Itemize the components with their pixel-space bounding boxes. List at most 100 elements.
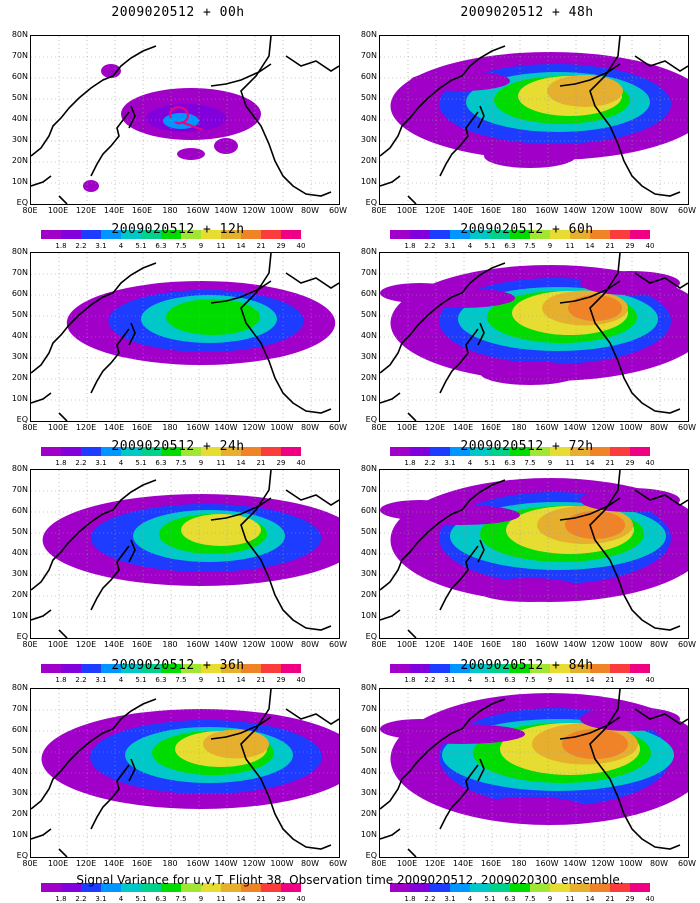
longitude-label: 120W	[242, 859, 266, 868]
latitude-label: 20N	[11, 809, 28, 818]
colorbar-label: 7.5	[524, 676, 536, 684]
coastline	[90, 111, 130, 177]
longitude-label: 120E	[75, 859, 97, 868]
colorbar-swatch	[61, 664, 81, 673]
coastline	[477, 105, 485, 129]
colorbar-swatch	[141, 447, 161, 456]
coastline	[58, 629, 68, 638]
longitude-label: 140W	[214, 206, 238, 215]
latitude-label: 10N	[360, 830, 377, 839]
longitude-label: 160E	[480, 859, 502, 868]
colorbar-label: 1.8	[404, 895, 416, 903]
colorbar-swatch	[221, 447, 241, 456]
map-frame	[379, 688, 689, 858]
colorbar-label: 5.1	[135, 895, 147, 903]
latitude-label: EQ	[365, 198, 377, 207]
panel-title: 2009020512 + 36h	[111, 658, 245, 673]
latitude-label: 60N	[360, 506, 377, 515]
colorbar-label: 4	[467, 459, 473, 467]
map-frame	[30, 469, 340, 639]
colorbar-swatch	[550, 230, 570, 239]
colorbar-swatch	[41, 664, 61, 673]
colorbar-label: 2.2	[75, 676, 87, 684]
map-panel: 2009020512 + 24h 80N 70N 60N 50N 40N 30N 20N 10N…	[8, 439, 348, 684]
map-frame	[30, 688, 340, 858]
colorbar-label: 6.3	[504, 242, 516, 250]
latitude-label: 70N	[11, 51, 28, 60]
colorbar-swatch	[410, 883, 430, 892]
colorbar-swatch	[281, 230, 301, 239]
latitude-label: 20N	[360, 590, 377, 599]
colorbar-swatch	[101, 447, 121, 456]
colorbar-label: 11	[216, 676, 226, 684]
latitude-label: 10N	[11, 394, 28, 403]
latitude-label: 20N	[360, 809, 377, 818]
latitude-label: 60N	[360, 289, 377, 298]
colorbar-swatch	[221, 230, 241, 239]
colorbar-label: 1.8	[404, 676, 416, 684]
latitude-label: 40N	[11, 767, 28, 776]
colorbar-label: 5.1	[484, 242, 496, 250]
colorbar-swatch	[121, 230, 141, 239]
longitude-label: 160W	[535, 859, 559, 868]
colorbar-label: 9	[198, 242, 204, 250]
colorbar-swatch	[281, 883, 301, 892]
colorbar-swatch	[590, 883, 610, 892]
colorbar-swatch	[41, 883, 61, 892]
colorbar-swatch	[450, 664, 470, 673]
longitude-label: 140W	[214, 640, 238, 649]
longitude-label: 120E	[424, 859, 446, 868]
latitude-label: 70N	[360, 268, 377, 277]
colorbar-label: 9	[198, 676, 204, 684]
latitude-label: 60N	[11, 72, 28, 81]
colorbar-swatch	[281, 447, 301, 456]
colorbar-swatch	[450, 230, 470, 239]
panel-title: 2009020512 + 84h	[460, 658, 594, 673]
colorbar-swatch	[121, 664, 141, 673]
map-panel: 2009020512 + 00h 80N 70N 60N 50N 40N 30N 20N 10N…	[8, 5, 348, 250]
colorbar-label: 2.2	[424, 459, 436, 467]
colorbar-swatch	[570, 230, 590, 239]
coastline	[380, 609, 401, 621]
colorbar-swatch	[41, 447, 61, 456]
colorbar-swatch	[510, 883, 530, 892]
colorbar-label: 2.2	[75, 895, 87, 903]
latitude-label: 70N	[360, 485, 377, 494]
map-frame	[30, 252, 340, 422]
coastline	[477, 758, 485, 782]
colorbar-swatch	[510, 447, 530, 456]
colorbar-label: 4	[467, 242, 473, 250]
colorbar-label: 4	[118, 459, 124, 467]
colorbar-label: 14	[585, 242, 595, 250]
colorbar-swatch	[161, 230, 181, 239]
colorbar-swatch	[281, 664, 301, 673]
coastline	[407, 848, 417, 857]
colorbar-swatch	[201, 447, 221, 456]
latitude-label: 60N	[360, 72, 377, 81]
variance-contour-region	[101, 64, 121, 78]
colorbar-swatch	[161, 664, 181, 673]
colorbar-label: 7.5	[175, 242, 187, 250]
longitude-label: 80E	[22, 423, 38, 432]
coastline	[380, 175, 401, 187]
colorbar-swatch	[610, 230, 630, 239]
map-panel: 2009020512 + 48h 80N 70N 60N 50N 40N 30N 20N 10N…	[357, 5, 697, 250]
variance-contour-region	[380, 719, 460, 739]
latitude-label: 70N	[11, 704, 28, 713]
colorbar-label: 2.2	[424, 242, 436, 250]
latitude-label: 70N	[11, 485, 28, 494]
map-frame	[379, 35, 689, 205]
variance-contour-region	[568, 295, 622, 321]
coastline	[285, 55, 339, 72]
coastline	[240, 689, 332, 850]
latitude-label: 60N	[11, 725, 28, 734]
colorbar-label: 21	[256, 459, 266, 467]
longitude-label: 180	[162, 423, 178, 432]
latitude-label: 50N	[11, 93, 28, 102]
colorbar-swatch	[570, 664, 590, 673]
coastline	[634, 55, 688, 72]
colorbar-swatch	[550, 664, 570, 673]
colorbar-label: 2.2	[424, 676, 436, 684]
colorbar-swatch	[241, 230, 261, 239]
longitude-label: 160W	[186, 859, 210, 868]
